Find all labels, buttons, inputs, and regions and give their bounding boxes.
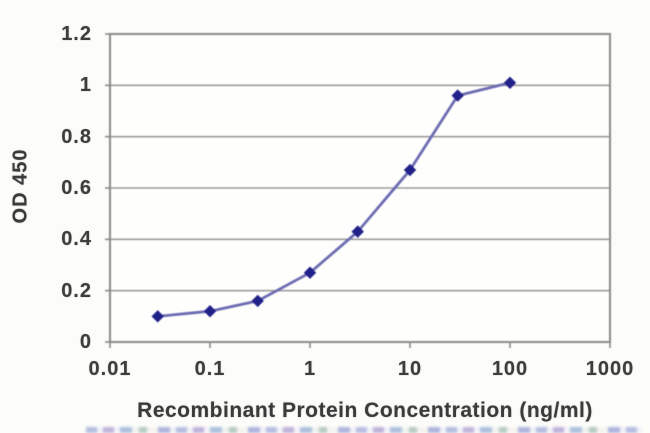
data-point-marker xyxy=(451,89,464,102)
x-axis-title: Recombinant Protein Concentration (ng/ml… xyxy=(137,399,593,422)
plot-frame xyxy=(109,33,611,343)
x-axis-tick-label: 1000 xyxy=(585,358,635,380)
x-axis-tick-label: 0.01 xyxy=(88,358,132,380)
data-point-marker xyxy=(351,225,364,238)
data-point-marker xyxy=(503,76,517,89)
x-axis-tick-label: 10 xyxy=(397,358,423,380)
y-axis-tick-label: 0.4 xyxy=(61,228,92,251)
x-axis-tick-label: 1 xyxy=(303,358,317,380)
data-point-marker xyxy=(403,163,417,177)
series-line xyxy=(157,81,511,318)
y-axis-tick-label: 0.2 xyxy=(61,279,92,302)
cropped-caption-artifact xyxy=(86,427,642,433)
data-point-marker xyxy=(151,310,164,323)
data-point-marker xyxy=(303,266,317,279)
y-axis-tick-label: 1.2 xyxy=(61,23,92,45)
data-point-marker xyxy=(251,294,264,308)
x-axis-tick-label: 100 xyxy=(491,358,529,380)
x-axis-tick-label: 0.1 xyxy=(194,358,226,380)
data-point-marker xyxy=(203,305,217,318)
y-axis-tick-label: 0.8 xyxy=(61,125,92,148)
y-axis-tick-label: 1 xyxy=(79,74,92,97)
y-axis-tick-label: 0 xyxy=(79,331,92,353)
y-axis-tick-label: 0.6 xyxy=(61,177,92,199)
